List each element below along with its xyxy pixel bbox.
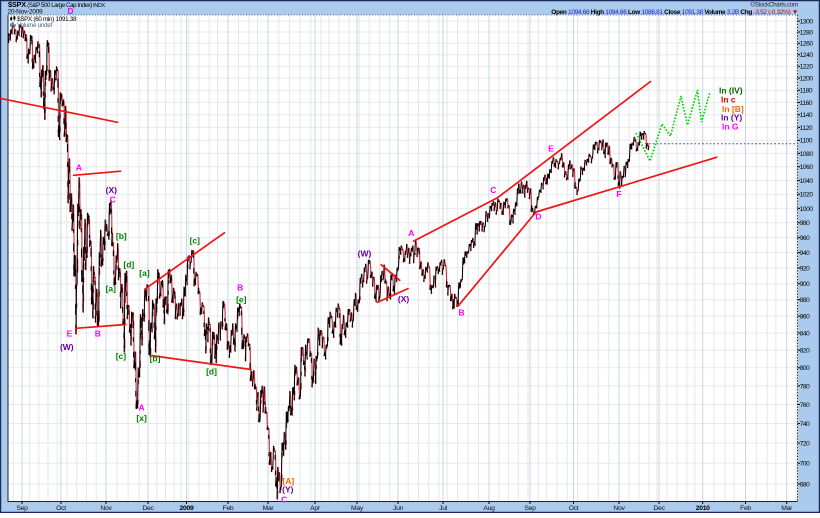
svg-text:1280: 1280 xyxy=(800,29,814,36)
svg-text:Oct: Oct xyxy=(569,505,579,512)
svg-text:E: E xyxy=(67,328,73,338)
svg-text:940: 940 xyxy=(800,250,810,257)
svg-text:C: C xyxy=(490,185,496,195)
svg-text:ln [B]: ln [B] xyxy=(722,104,744,114)
svg-text:740: 740 xyxy=(800,421,810,428)
svg-text:D: D xyxy=(67,6,73,16)
svg-text:1240: 1240 xyxy=(800,52,814,59)
svg-text:720: 720 xyxy=(800,441,810,448)
svg-text:1300: 1300 xyxy=(800,18,814,25)
svg-text:A: A xyxy=(76,163,82,173)
svg-text:Feb: Feb xyxy=(223,505,234,512)
svg-text:[A]: [A] xyxy=(282,476,294,486)
svg-text:840: 840 xyxy=(800,330,810,337)
svg-text:[e]: [e] xyxy=(236,295,247,305)
svg-text:[b]: [b] xyxy=(116,231,127,241)
svg-text:(X): (X) xyxy=(398,294,410,304)
svg-text:Apr: Apr xyxy=(310,505,321,512)
svg-text:Aug: Aug xyxy=(483,505,495,512)
svg-text:1160: 1160 xyxy=(800,100,813,107)
svg-text:Open 1094.66 High 1094.66 Low: Open 1094.66 High 1094.66 Low 1086.81 Cl… xyxy=(551,9,798,16)
svg-text:$SPX (S&P 500 Large Cap Index): $SPX (S&P 500 Large Cap Index) INDX xyxy=(8,0,105,9)
svg-text:2009: 2009 xyxy=(180,505,194,512)
svg-text:E: E xyxy=(548,144,554,154)
svg-text:[b]: [b] xyxy=(150,354,161,364)
svg-text:2010: 2010 xyxy=(696,505,710,512)
svg-text:(X): (X) xyxy=(106,185,118,195)
svg-text:ln (Y): ln (Y) xyxy=(721,113,742,123)
svg-text:$SPX (60 min) 1091.38: $SPX (60 min) 1091.38 xyxy=(17,16,77,23)
svg-text:[c]: [c] xyxy=(190,236,201,246)
svg-text:1020: 1020 xyxy=(800,192,814,199)
svg-text:Volume undef: Volume undef xyxy=(17,22,52,29)
svg-text:B: B xyxy=(237,283,243,293)
svg-text:Sep: Sep xyxy=(16,505,28,512)
svg-text:700: 700 xyxy=(800,461,810,468)
svg-text:©StockCharts.com: ©StockCharts.com xyxy=(750,1,798,8)
svg-text:1080: 1080 xyxy=(800,151,814,158)
svg-text:820: 820 xyxy=(800,348,810,355)
svg-text:1120: 1120 xyxy=(800,125,813,132)
svg-text:880: 880 xyxy=(800,297,810,304)
svg-text:[c]: [c] xyxy=(116,351,127,361)
svg-text:ln (IV): ln (IV) xyxy=(719,85,743,95)
svg-text:680: 680 xyxy=(800,481,810,488)
svg-text:960: 960 xyxy=(800,235,810,242)
svg-text:1260: 1260 xyxy=(800,41,814,48)
svg-text:[a]: [a] xyxy=(139,268,150,278)
svg-text:ln G: ln G xyxy=(722,122,739,132)
svg-text:Jun: Jun xyxy=(393,505,404,512)
svg-text:900: 900 xyxy=(800,281,810,288)
svg-text:Feb: Feb xyxy=(740,505,751,512)
svg-text:F: F xyxy=(616,189,621,199)
svg-text:1140: 1140 xyxy=(800,112,813,119)
svg-text:1180: 1180 xyxy=(800,88,813,95)
svg-text:Nov: Nov xyxy=(100,505,112,512)
svg-text:780: 780 xyxy=(800,383,810,390)
svg-text:800: 800 xyxy=(800,365,810,372)
svg-text:C: C xyxy=(110,195,116,205)
svg-text:[d]: [d] xyxy=(123,260,134,270)
svg-text:1060: 1060 xyxy=(800,164,814,171)
svg-text:1220: 1220 xyxy=(800,64,814,71)
svg-text:Dec: Dec xyxy=(142,505,154,512)
svg-text:[a]: [a] xyxy=(106,284,117,294)
svg-text:Dec: Dec xyxy=(653,505,665,512)
svg-text:B: B xyxy=(459,307,465,317)
svg-text:1000: 1000 xyxy=(800,206,814,213)
svg-text:20-Nov-2009: 20-Nov-2009 xyxy=(8,8,43,15)
svg-text:Mar: Mar xyxy=(263,505,275,512)
svg-text:D: D xyxy=(535,212,541,222)
svg-text:760: 760 xyxy=(800,402,810,409)
svg-text:Mar: Mar xyxy=(781,505,793,512)
svg-text:Sep: Sep xyxy=(524,505,536,512)
svg-text:(W): (W) xyxy=(358,249,372,259)
svg-text:1100: 1100 xyxy=(800,138,813,145)
svg-text:980: 980 xyxy=(800,220,810,227)
svg-text:Jul: Jul xyxy=(439,505,448,512)
svg-text:860: 860 xyxy=(800,314,810,321)
svg-text:ln c: ln c xyxy=(721,94,736,104)
svg-text:Nov: Nov xyxy=(613,505,625,512)
svg-text:[d]: [d] xyxy=(206,367,217,377)
svg-text:May: May xyxy=(351,505,364,512)
svg-text:C: C xyxy=(281,495,287,505)
svg-text:A: A xyxy=(408,228,414,238)
svg-text:B: B xyxy=(95,328,101,338)
svg-text:920: 920 xyxy=(800,265,810,272)
svg-text:(Y): (Y) xyxy=(282,485,294,495)
svg-text:Oct: Oct xyxy=(56,505,66,512)
svg-text:1200: 1200 xyxy=(800,76,814,83)
svg-text:(W): (W) xyxy=(60,342,74,352)
svg-text:A: A xyxy=(139,403,145,413)
svg-text:[x]: [x] xyxy=(136,413,147,423)
svg-text:1040: 1040 xyxy=(800,178,814,185)
